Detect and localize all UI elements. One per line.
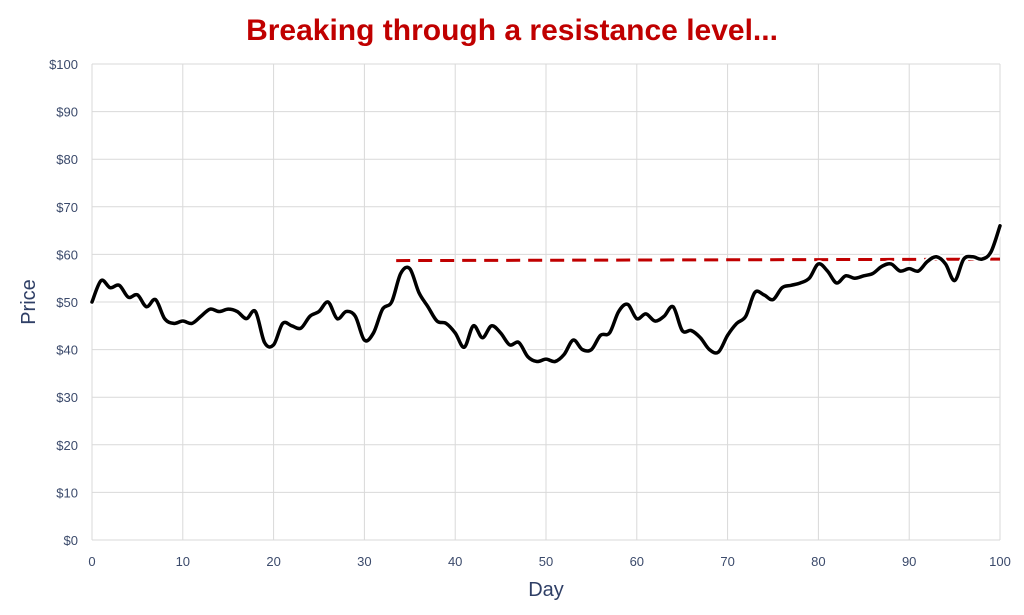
x-tick-label: 40 xyxy=(448,554,462,569)
y-tick-label: $80 xyxy=(56,152,78,167)
y-tick-label: $10 xyxy=(56,485,78,500)
price-line xyxy=(90,224,1002,364)
x-tick-label: 70 xyxy=(720,554,734,569)
y-tick-label: $0 xyxy=(64,533,78,548)
y-tick-label: $70 xyxy=(56,200,78,215)
x-tick-label: 30 xyxy=(357,554,371,569)
x-tick-label: 10 xyxy=(176,554,190,569)
y-tick-label: $20 xyxy=(56,438,78,453)
grid xyxy=(91,63,1001,541)
x-tick-label: 0 xyxy=(88,554,95,569)
y-tick-label: $60 xyxy=(56,247,78,262)
y-axis-label: Price xyxy=(18,279,40,325)
x-tick-label: 80 xyxy=(811,554,825,569)
chart-title: Breaking through a resistance level... xyxy=(246,14,778,47)
plot-area xyxy=(88,222,1004,366)
x-tick-label: 50 xyxy=(539,554,553,569)
x-tick-label: 100 xyxy=(989,554,1011,569)
resistance-line xyxy=(396,257,1001,263)
y-tick-label: $40 xyxy=(56,343,78,358)
x-tick-label: 90 xyxy=(902,554,916,569)
y-tick-label: $30 xyxy=(56,390,78,405)
y-tick-label: $50 xyxy=(56,295,78,310)
x-tick-label: 20 xyxy=(266,554,280,569)
y-tick-label: $100 xyxy=(49,57,78,72)
x-tick-label: 60 xyxy=(630,554,644,569)
tick-labels: $0 $10 $20 $30 $40 $50 $60 $70 $80 $90 $100 0 10 20 30… xyxy=(49,57,1011,569)
y-tick-label: $90 xyxy=(56,105,78,120)
x-axis-label: Day xyxy=(528,579,564,601)
